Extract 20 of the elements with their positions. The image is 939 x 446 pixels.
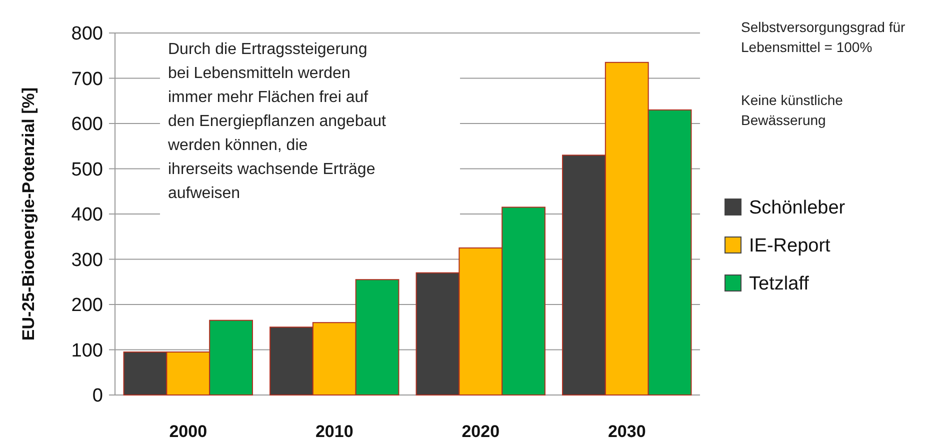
- legend-label: Tetzlaff: [749, 274, 810, 295]
- x-tick-label: 2010: [315, 422, 354, 441]
- y-tick-label: 200: [71, 295, 103, 316]
- y-tick-label: 0: [92, 386, 103, 407]
- text: Keine künstliche Bewässerung: [741, 92, 844, 128]
- y-tick-label: 700: [71, 68, 103, 90]
- text: Selbstversorgungsgrad für Lebensmittel = 100%: [741, 19, 906, 55]
- x-tick-label: 2030: [608, 422, 646, 441]
- annotation: Durch die Ertragssteigerung bei Lebensmitteln werden immer mehr Flächen frei auf den Energiepflanzen angebaut werden können, die ihrerseits wachsende Erträge aufweisen: [167, 41, 387, 202]
- x-tick-label: 2000: [169, 422, 208, 441]
- y-tick-label: 500: [71, 159, 103, 180]
- y-tick-label: 800: [71, 24, 103, 45]
- y-tick-label: 300: [71, 250, 103, 271]
- y-axis-title: EU-25-Bioenergie-Potenzial [%]: [19, 87, 38, 341]
- legend-label: IE-Report: [749, 236, 832, 257]
- legend-label: Schönleber: [749, 198, 846, 219]
- x-tick-label: 2020: [462, 422, 500, 441]
- y-tick-label: 100: [71, 340, 103, 362]
- y-tick-label: 600: [71, 114, 103, 136]
- y-tick-label: 400: [71, 204, 103, 226]
